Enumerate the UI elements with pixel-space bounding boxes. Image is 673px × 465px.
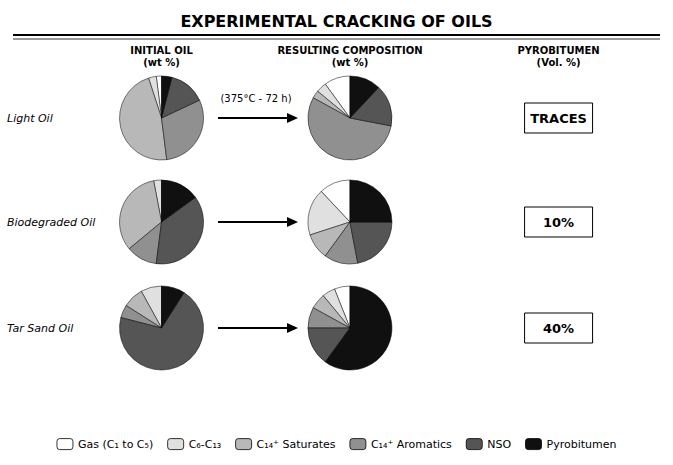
svg-text:C₁₄⁺ Saturates: C₁₄⁺ Saturates [257,438,336,451]
svg-text:Gas (C₁ to C₅): Gas (C₁ to C₅) [78,438,153,451]
svg-text:40%: 40% [543,321,574,336]
svg-text:(Vol. %): (Vol. %) [537,57,581,68]
svg-text:Pyrobitumen: Pyrobitumen [547,438,617,451]
svg-text:EXPERIMENTAL CRACKING OF OILS: EXPERIMENTAL CRACKING OF OILS [180,12,492,31]
svg-text:Light Oil: Light Oil [7,112,53,125]
svg-text:C₁₄⁺ Aromatics: C₁₄⁺ Aromatics [371,438,452,451]
svg-text:C₆-C₁₃: C₆-C₁₃ [189,438,222,451]
svg-text:NSO: NSO [487,438,511,451]
svg-text:TRACES: TRACES [530,111,587,126]
svg-text:RESULTING COMPOSITION: RESULTING COMPOSITION [277,45,422,56]
svg-text:PYROBITUMEN: PYROBITUMEN [517,45,599,56]
svg-text:Biodegraded Oil: Biodegraded Oil [7,216,95,229]
svg-text:10%: 10% [543,215,574,230]
svg-text:INITIAL OIL: INITIAL OIL [130,45,193,56]
svg-text:(wt %): (wt %) [332,57,369,68]
svg-text:(375°C - 72 h): (375°C - 72 h) [220,93,291,104]
svg-text:Tar Sand Oil: Tar Sand Oil [7,322,73,335]
svg-text:(wt %): (wt %) [143,57,180,68]
